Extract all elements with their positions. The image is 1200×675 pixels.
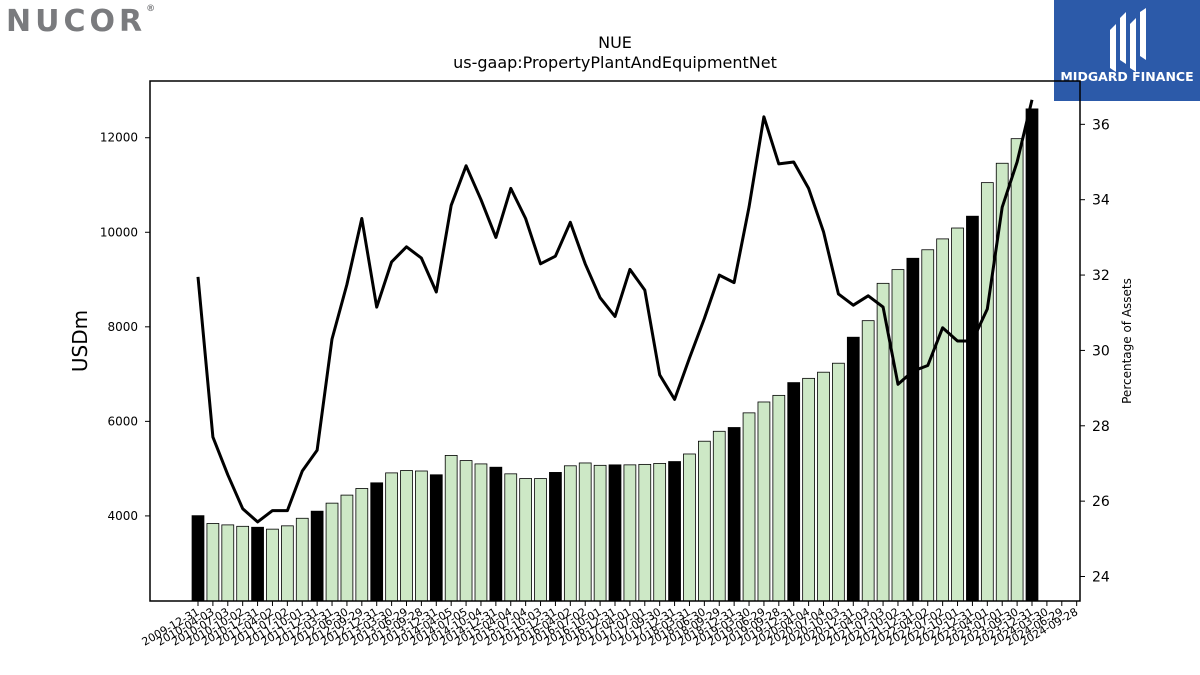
midgard-mark-icon — [1110, 8, 1146, 72]
line-series — [196, 99, 1034, 524]
bar — [519, 478, 533, 602]
midgard-finance-label: MIDGARD FINANCE — [1060, 69, 1194, 84]
chart-title: NUE — [598, 33, 632, 52]
y2-tick-label: 36 — [1092, 117, 1110, 133]
bar — [400, 470, 413, 602]
bar — [191, 515, 205, 602]
y-tick-label: 8000 — [107, 320, 138, 334]
bar — [742, 412, 756, 602]
bar — [534, 478, 547, 602]
bar — [295, 517, 309, 602]
bar — [593, 464, 607, 602]
bar — [429, 474, 443, 602]
bar — [772, 394, 786, 602]
bar-series — [191, 108, 1039, 602]
bar — [921, 249, 935, 602]
bar — [444, 454, 458, 602]
bar — [578, 462, 592, 602]
bar — [787, 382, 801, 602]
x-axis: 2009-12-312010-04-032010-07-032010-10-02… — [140, 601, 1080, 649]
bar — [846, 336, 860, 602]
bar — [280, 525, 294, 602]
bar — [861, 320, 875, 602]
bar — [489, 466, 503, 602]
bar — [221, 524, 235, 602]
bar — [623, 464, 637, 602]
bar — [266, 528, 279, 602]
bar — [206, 523, 220, 602]
midgard-finance-logo: MIDGARD FINANCE — [1054, 0, 1200, 101]
bar — [668, 461, 681, 602]
bar — [832, 362, 845, 602]
bar — [683, 453, 696, 602]
bar — [980, 182, 994, 602]
bar — [563, 465, 577, 602]
bar — [891, 269, 905, 602]
bar — [802, 377, 815, 602]
y-tick-label: 10000 — [100, 225, 138, 239]
bar — [638, 463, 652, 602]
bar — [251, 526, 264, 602]
bar — [817, 371, 830, 602]
bar — [936, 238, 950, 602]
bar — [549, 472, 562, 602]
bar — [966, 215, 979, 602]
y2-tick-label: 26 — [1092, 494, 1110, 510]
right-axis: 24 26 28 30 32 34 36 — [1080, 117, 1110, 586]
bar — [1025, 108, 1039, 602]
nucor-logo: NUCOR® — [6, 4, 155, 39]
bar — [504, 473, 518, 602]
bar — [325, 502, 339, 602]
percentage-line — [196, 99, 1034, 524]
y2-tick-label: 30 — [1092, 343, 1110, 359]
y2-axis-label: Percentage of Assets — [1120, 278, 1134, 404]
y2-tick-label: 32 — [1092, 268, 1110, 284]
bar — [1010, 138, 1024, 602]
bar — [310, 510, 324, 602]
left-axis: 4000 6000 8000 10000 12000 — [100, 131, 150, 523]
y2-tick-label: 24 — [1092, 570, 1110, 586]
bar — [355, 488, 369, 602]
bar — [608, 464, 622, 602]
bar — [906, 257, 920, 602]
y2-tick-label: 34 — [1092, 193, 1110, 209]
registered-mark: ® — [146, 4, 156, 14]
bar — [415, 470, 428, 602]
bar — [340, 494, 354, 602]
bar — [474, 463, 488, 602]
bar — [370, 482, 384, 602]
y-tick-label: 6000 — [107, 414, 138, 428]
bar — [236, 525, 250, 602]
bar — [727, 427, 741, 602]
bar — [459, 460, 473, 602]
y-tick-label: 12000 — [100, 131, 138, 145]
y-axis-label: USDm — [68, 310, 92, 372]
bar — [653, 463, 667, 602]
bar — [385, 472, 398, 602]
chart-subtitle: us-gaap:PropertyPlantAndEquipmentNet — [453, 53, 777, 72]
bar — [757, 401, 771, 602]
nucor-logo-text: NUCOR — [6, 4, 147, 39]
bar — [951, 227, 964, 602]
y2-tick-label: 28 — [1092, 419, 1110, 435]
y-tick-label: 4000 — [107, 509, 138, 523]
bar — [712, 430, 726, 602]
bar — [698, 440, 711, 602]
